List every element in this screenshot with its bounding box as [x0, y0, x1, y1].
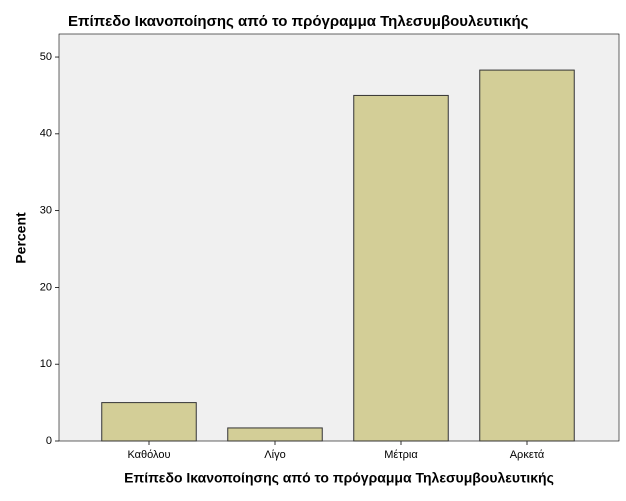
x-tick-label: Καθόλου — [127, 449, 170, 461]
y-tick-label: 40 — [40, 128, 52, 140]
bar — [101, 402, 197, 442]
bar — [479, 69, 575, 442]
bar — [227, 427, 323, 442]
y-axis-title: Percent — [13, 212, 29, 264]
y-tick-label: 30 — [40, 205, 52, 217]
bar — [353, 94, 449, 442]
y-tick-label: 50 — [40, 51, 52, 63]
chart-title: Επίπεδο Ικανοποίησης από το πρόγραμμα Τη… — [68, 13, 529, 30]
y-tick-label: 10 — [40, 358, 52, 370]
x-tick-label: Λίγο — [264, 449, 285, 461]
x-tick-label: Αρκετά — [510, 449, 545, 461]
x-tick-label: Μέτρια — [384, 449, 418, 461]
y-tick-label: 0 — [46, 435, 52, 447]
x-axis-title: Επίπεδο Ικανοποίησης από το πρόγραμμα Τη… — [124, 470, 554, 486]
y-tick-label: 20 — [40, 281, 52, 293]
